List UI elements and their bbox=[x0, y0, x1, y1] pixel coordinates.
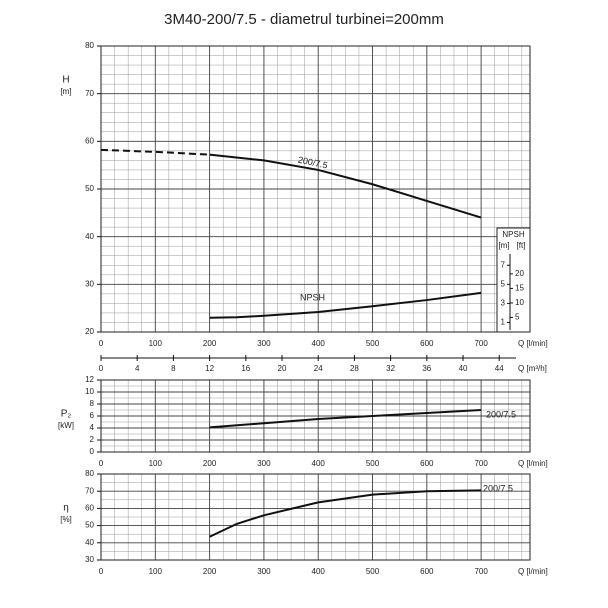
x-tick-label: 600 bbox=[420, 339, 434, 348]
x2-tick-label: 32 bbox=[386, 364, 395, 373]
x-tick-label: 100 bbox=[149, 567, 163, 576]
y-tick-label: 0 bbox=[90, 447, 95, 456]
x2-tick-label: 36 bbox=[422, 364, 431, 373]
x-tick-label: 500 bbox=[366, 567, 380, 576]
y-tick-label: 50 bbox=[85, 184, 94, 193]
chart-title: 3M40-200/7.5 - diametrul turbinei=200mm bbox=[164, 11, 444, 28]
curve bbox=[209, 409, 482, 429]
x-axis-label: Q [l/min] bbox=[518, 339, 548, 348]
x-tick-label: 500 bbox=[366, 459, 380, 468]
y-tick-label: 12 bbox=[85, 375, 94, 384]
x-tick-label: 300 bbox=[257, 459, 271, 468]
curve bbox=[209, 291, 482, 319]
y-tick-label: 80 bbox=[85, 469, 94, 478]
x-tick-label: 400 bbox=[312, 567, 326, 576]
x-tick-label: 0 bbox=[99, 339, 104, 348]
x2-tick-label: 16 bbox=[241, 364, 250, 373]
plot-frame bbox=[100, 379, 531, 453]
y2-unit: [m] bbox=[498, 241, 509, 250]
x-tick-label: 700 bbox=[474, 567, 488, 576]
y-tick-label: 80 bbox=[85, 41, 94, 50]
y-tick-label: 70 bbox=[85, 89, 94, 98]
curve-label: 200/7.5 bbox=[483, 483, 513, 493]
x-tick-label: 200 bbox=[203, 459, 217, 468]
y2-ft-tick-label: 15 bbox=[515, 284, 524, 293]
y2-tick-label: 1 bbox=[501, 318, 506, 327]
x-tick-label: 100 bbox=[149, 459, 163, 468]
curve-label: NPSH bbox=[300, 292, 325, 302]
y-tick-label: 60 bbox=[85, 136, 94, 145]
x2-tick-label: 0 bbox=[99, 364, 104, 373]
curve-label: 200/7.5 bbox=[486, 409, 516, 419]
x2-tick-label: 20 bbox=[278, 364, 287, 373]
y-tick-label: 60 bbox=[85, 504, 94, 513]
curve bbox=[209, 489, 482, 538]
y-tick-label: 40 bbox=[85, 232, 94, 241]
x-tick-label: 200 bbox=[203, 567, 217, 576]
y2-tick-label: 5 bbox=[501, 279, 506, 288]
x2-tick-label: 24 bbox=[314, 364, 323, 373]
y-tick-label: 30 bbox=[85, 279, 94, 288]
x-tick-label: 700 bbox=[474, 459, 488, 468]
x-tick-label: 600 bbox=[420, 459, 434, 468]
y2-ft-tick-label: 10 bbox=[515, 298, 524, 307]
x-tick-label: 500 bbox=[366, 339, 380, 348]
x-tick-label: 400 bbox=[312, 459, 326, 468]
y-tick-label: 2 bbox=[90, 435, 95, 444]
x-axis-label: Q [l/min] bbox=[518, 459, 548, 468]
x-tick-label: 200 bbox=[203, 339, 217, 348]
y-tick-label: 6 bbox=[90, 411, 95, 420]
y2-ft-tick-label: 5 bbox=[515, 313, 520, 322]
y-tick-label: 70 bbox=[85, 486, 94, 495]
y-tick-label: 10 bbox=[85, 387, 94, 396]
x-tick-label: 400 bbox=[312, 339, 326, 348]
x-tick-label: 700 bbox=[474, 339, 488, 348]
y-tick-label: 40 bbox=[85, 538, 94, 547]
x2-axis-label: Q [m³/h] bbox=[518, 364, 547, 373]
y-tick-label: 4 bbox=[90, 423, 95, 432]
x-tick-label: 300 bbox=[257, 567, 271, 576]
x-axis-label: Q [l/min] bbox=[518, 567, 548, 576]
x-tick-label: 300 bbox=[257, 339, 271, 348]
npsh-box bbox=[496, 227, 531, 333]
plot-frame bbox=[100, 45, 531, 333]
y2-ft-tick-label: 20 bbox=[515, 269, 524, 278]
y-axis-label: η bbox=[63, 503, 69, 514]
y-axis-unit: [%] bbox=[60, 515, 72, 524]
y2-axis-label: NPSH bbox=[502, 230, 524, 239]
x-tick-label: 0 bbox=[99, 459, 104, 468]
curve bbox=[209, 153, 482, 219]
x2-tick-label: 40 bbox=[459, 364, 468, 373]
y-tick-label: 30 bbox=[85, 555, 94, 564]
x-tick-label: 600 bbox=[420, 567, 434, 576]
plot-frame bbox=[100, 473, 531, 561]
y-axis-label: P₂ bbox=[61, 409, 72, 420]
y-axis-label: H bbox=[62, 75, 69, 86]
y2-tick-label: 3 bbox=[501, 299, 506, 308]
curve bbox=[100, 148, 210, 156]
x2-tick-label: 8 bbox=[171, 364, 176, 373]
y2-tick-label: 7 bbox=[501, 260, 506, 269]
y2-unit: [ft] bbox=[517, 241, 526, 250]
x-tick-label: 0 bbox=[99, 567, 104, 576]
y-tick-label: 20 bbox=[85, 327, 94, 336]
y-tick-label: 8 bbox=[90, 399, 95, 408]
y-axis-unit: [kW] bbox=[58, 421, 74, 430]
x2-tick-label: 4 bbox=[135, 364, 140, 373]
x2-tick-label: 28 bbox=[350, 364, 359, 373]
x2-tick-label: 44 bbox=[495, 364, 504, 373]
x-tick-label: 100 bbox=[149, 339, 163, 348]
y-tick-label: 50 bbox=[85, 521, 94, 530]
x2-tick-label: 12 bbox=[205, 364, 214, 373]
y-axis-unit: [m] bbox=[60, 87, 71, 96]
